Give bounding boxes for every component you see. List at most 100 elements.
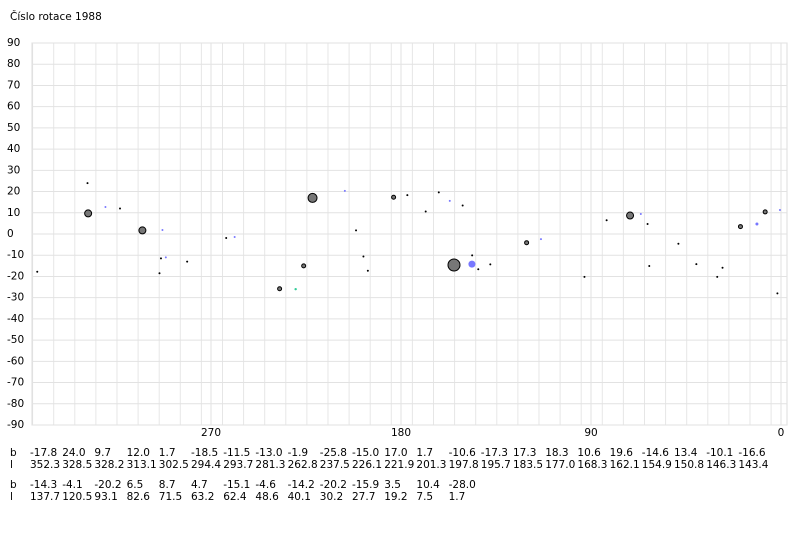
row-label: b bbox=[10, 447, 17, 459]
y-tick-label: -60 bbox=[7, 355, 24, 367]
b-value: 12.0 bbox=[127, 447, 150, 459]
y-tick-label: -50 bbox=[7, 334, 24, 346]
l-value: 221.9 bbox=[384, 459, 414, 471]
point bbox=[755, 222, 759, 226]
l-value: 302.5 bbox=[159, 459, 189, 471]
point bbox=[186, 260, 189, 263]
x-tick-label: 0 bbox=[778, 427, 785, 439]
point bbox=[36, 270, 39, 273]
b-value: -4.6 bbox=[255, 479, 276, 491]
y-tick-label: 0 bbox=[7, 228, 14, 240]
b-value: 17.0 bbox=[384, 447, 407, 459]
y-tick-label: -20 bbox=[7, 270, 24, 282]
point bbox=[716, 275, 719, 278]
y-tick-label: 40 bbox=[7, 143, 20, 155]
point bbox=[468, 260, 476, 268]
y-tick-label: 80 bbox=[7, 58, 20, 70]
b-value: -20.2 bbox=[320, 479, 347, 491]
b-value: -11.5 bbox=[223, 447, 250, 459]
x-tick-label: 90 bbox=[584, 427, 597, 439]
point bbox=[233, 235, 236, 238]
b-value: -18.5 bbox=[191, 447, 218, 459]
point bbox=[489, 263, 492, 266]
point bbox=[695, 263, 698, 266]
b-value: -20.2 bbox=[94, 479, 121, 491]
point bbox=[539, 238, 542, 241]
b-value: -15.1 bbox=[223, 479, 250, 491]
l-value: 154.9 bbox=[642, 459, 672, 471]
b-value: -17.3 bbox=[481, 447, 508, 459]
l-value: 120.5 bbox=[62, 491, 92, 503]
point bbox=[448, 199, 451, 202]
y-tick-label: -10 bbox=[7, 249, 24, 261]
y-tick-label: -90 bbox=[7, 419, 24, 431]
point bbox=[84, 209, 93, 218]
l-value: 201.3 bbox=[416, 459, 446, 471]
point bbox=[639, 213, 642, 216]
point bbox=[583, 275, 586, 278]
point bbox=[477, 268, 480, 271]
point bbox=[646, 223, 649, 226]
point bbox=[737, 224, 743, 230]
y-tick-label: 10 bbox=[7, 207, 20, 219]
l-value: 281.3 bbox=[255, 459, 285, 471]
point bbox=[225, 237, 228, 240]
y-tick-label: 70 bbox=[7, 79, 20, 91]
b-value: -16.6 bbox=[738, 447, 765, 459]
x-tick-label: 180 bbox=[391, 427, 411, 439]
l-value: 294.4 bbox=[191, 459, 221, 471]
point bbox=[355, 229, 358, 232]
l-value: 168.3 bbox=[577, 459, 607, 471]
l-value: 197.8 bbox=[449, 459, 479, 471]
point bbox=[366, 269, 369, 272]
y-tick-label: 30 bbox=[7, 164, 20, 176]
l-value: 143.4 bbox=[738, 459, 768, 471]
y-tick-label: 90 bbox=[7, 37, 20, 49]
l-value: 27.7 bbox=[352, 491, 375, 503]
l-value: 82.6 bbox=[127, 491, 151, 503]
l-value: 195.7 bbox=[481, 459, 511, 471]
l-value: 137.7 bbox=[30, 491, 60, 503]
b-value: 4.7 bbox=[191, 479, 208, 491]
point bbox=[138, 226, 147, 235]
b-value: -10.6 bbox=[449, 447, 476, 459]
point bbox=[648, 265, 651, 268]
chart-title: Číslo rotace 1988 bbox=[10, 10, 102, 23]
b-value: 10.4 bbox=[416, 479, 440, 491]
l-value: 183.5 bbox=[513, 459, 543, 471]
l-value: 30.2 bbox=[320, 491, 343, 503]
y-tick-label: 50 bbox=[7, 122, 20, 134]
b-value: 1.7 bbox=[159, 447, 176, 459]
point bbox=[721, 266, 724, 269]
point bbox=[677, 242, 680, 245]
point bbox=[391, 194, 397, 200]
l-value: 293.7 bbox=[223, 459, 253, 471]
l-value: 328.5 bbox=[62, 459, 92, 471]
point bbox=[104, 206, 107, 209]
l-value: 62.4 bbox=[223, 491, 247, 503]
b-value: -15.0 bbox=[352, 447, 379, 459]
point bbox=[776, 292, 779, 295]
b-value: -15.9 bbox=[352, 479, 379, 491]
b-value: 8.7 bbox=[159, 479, 176, 491]
y-tick-label: -80 bbox=[7, 398, 24, 410]
l-value: 328.2 bbox=[94, 459, 124, 471]
row-label: l bbox=[10, 491, 13, 503]
l-value: 63.2 bbox=[191, 491, 214, 503]
b-value: -10.1 bbox=[706, 447, 733, 459]
l-value: 48.6 bbox=[255, 491, 279, 503]
point bbox=[307, 192, 318, 203]
b-value: -28.0 bbox=[449, 479, 476, 491]
b-value: -25.8 bbox=[320, 447, 347, 459]
b-value: 1.7 bbox=[416, 447, 433, 459]
point bbox=[424, 210, 427, 213]
l-value: 40.1 bbox=[288, 491, 311, 503]
point bbox=[406, 194, 409, 197]
b-value: -4.1 bbox=[62, 479, 82, 491]
b-value: -1.9 bbox=[288, 447, 309, 459]
l-value: 93.1 bbox=[94, 491, 117, 503]
b-value: 9.7 bbox=[94, 447, 111, 459]
l-value: 162.1 bbox=[610, 459, 640, 471]
